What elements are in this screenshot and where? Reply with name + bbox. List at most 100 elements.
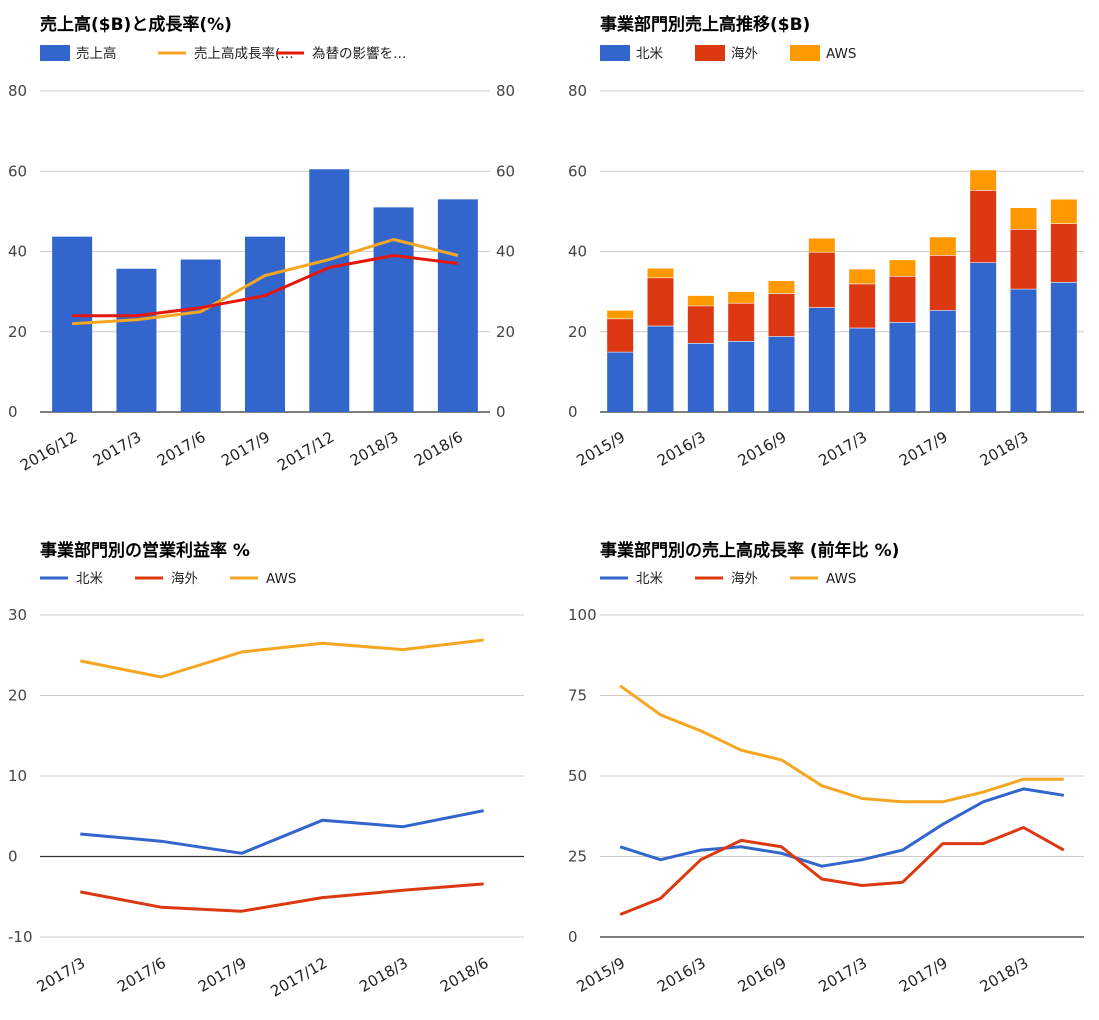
x-tick-label: 2016/9 [735, 428, 790, 470]
bar-海外 [768, 293, 795, 337]
chart-title: 事業部門別の営業利益率 % [40, 540, 250, 561]
bar-北米 [728, 340, 755, 412]
series-line-売上高成長率(… [72, 238, 459, 326]
series-line-AWS [80, 638, 484, 679]
bar-北米 [607, 351, 634, 412]
bar-AWS [1010, 207, 1037, 230]
x-tick-label: 2017/9 [896, 954, 951, 996]
bar-北米 [849, 327, 876, 412]
bar-海外 [728, 302, 755, 341]
y-right-tick-label: 60 [496, 162, 515, 180]
y-tick-label: 30 [8, 606, 27, 624]
legend-label: AWS [826, 571, 856, 587]
legend-label: 海外 [171, 571, 198, 587]
legend: 北米 海外 AWS [600, 571, 856, 587]
bar-売上高 [309, 169, 350, 412]
y-tick-label: 80 [8, 82, 27, 100]
x-tick-label: 2017/12 [274, 428, 337, 475]
x-tick-label: 2017/3 [34, 954, 89, 996]
x-tick-label: 2016/9 [735, 954, 790, 996]
x-tick-label: 2018/3 [977, 954, 1032, 996]
chart-title: 売上高($B)と成長率(%) [40, 14, 232, 35]
bar-AWS [687, 295, 714, 306]
bar-北米 [808, 307, 835, 412]
bar-AWS [889, 259, 916, 276]
legend: 売上高 売上高成長率(… 為替の影響を… [40, 45, 407, 62]
series-line-北米 [619, 787, 1065, 868]
y-tick-label: 80 [568, 82, 587, 100]
y-right-tick-label: 40 [496, 243, 515, 261]
x-tick-label: 2017/12 [267, 954, 330, 1001]
legend-swatch [600, 45, 630, 61]
legend: 北米 海外 AWS [600, 45, 856, 62]
bar-売上高 [116, 268, 157, 412]
y-tick-label: 0 [8, 848, 18, 866]
legend-label: 北米 [636, 46, 664, 62]
y-right-tick-label: 20 [496, 323, 515, 341]
chart-segment-growth-yoy: 事業部門別の売上高成長率 (前年比 %) 北米 海外 AWS 0 25 50 75 100 2… [568, 540, 1084, 996]
y-tick-label: 20 [8, 687, 27, 705]
x-tick-label: 2018/6 [437, 954, 492, 996]
series-line-AWS [619, 684, 1064, 804]
x-tick-label: 2017/6 [114, 954, 169, 996]
bar-海外 [1010, 229, 1037, 289]
series-line-海外 [80, 882, 484, 913]
x-tick-label: 2017/3 [815, 954, 870, 996]
legend-label: AWS [826, 46, 856, 62]
legend-label: 北米 [636, 571, 664, 587]
legend-label: 売上高成長率(… [194, 45, 294, 62]
legend-swatch [695, 45, 725, 61]
x-tick-label: 2018/3 [347, 428, 402, 470]
bar-北米 [687, 342, 714, 412]
y-tick-label: 60 [568, 162, 587, 180]
bar-海外 [849, 283, 876, 328]
bar-海外 [808, 251, 835, 308]
bar-北米 [929, 310, 956, 412]
series-line-海外 [619, 826, 1065, 916]
legend-label: 海外 [731, 571, 759, 587]
bar-AWS [647, 267, 674, 278]
bar-AWS [768, 280, 795, 294]
legend-label: 海外 [731, 46, 759, 62]
x-tick-label: 2017/6 [154, 428, 209, 470]
y-tick-label: 50 [568, 767, 587, 785]
x-tick-label: 2017/9 [195, 954, 250, 996]
x-tick-label: 2015/9 [573, 428, 628, 470]
x-tick-label: 2017/3 [90, 428, 145, 470]
x-tick-label: 2017/9 [218, 428, 273, 470]
x-tick-label: 2016/3 [654, 428, 709, 470]
y-right-tick-label: 80 [496, 82, 515, 100]
bar-売上高 [245, 236, 285, 412]
x-tick-label: 2017/9 [896, 428, 951, 470]
bar-海外 [970, 190, 997, 263]
bar-海外 [607, 318, 634, 352]
y-tick-label: 40 [568, 243, 587, 261]
bar-AWS [970, 169, 997, 191]
y-tick-label: 60 [8, 162, 27, 180]
bar-北米 [647, 325, 674, 412]
x-tick-label: 2018/3 [356, 954, 411, 996]
bar-北米 [970, 262, 997, 412]
y-tick-label: 25 [568, 848, 587, 866]
bar-AWS [929, 236, 956, 256]
x-tick-label: 2016/3 [654, 954, 709, 996]
y-tick-label: 100 [568, 606, 597, 624]
x-tick-label: 2018/3 [977, 428, 1032, 470]
bar-海外 [647, 277, 674, 326]
y-tick-label: 0 [8, 403, 18, 421]
bar-海外 [687, 305, 714, 343]
legend-swatch [40, 45, 70, 61]
bar-AWS [808, 237, 835, 252]
chart-segment-operating-margin: 事業部門別の営業利益率 % 北米 海外 AWS -10 0 10 20 30 2017/3 20… [8, 540, 524, 1001]
x-tick-label: 2017/3 [815, 428, 870, 470]
bar-売上高 [180, 259, 221, 412]
bar-北米 [768, 336, 795, 412]
y-tick-label: 0 [568, 928, 578, 946]
chart-segment-revenue: 事業部門別売上高推移($B) 北米 海外 AWS 0 20 40 60 80 2015/9 20… [568, 14, 1084, 470]
bar-海外 [1050, 223, 1077, 282]
x-tick-label: 2015/9 [573, 954, 628, 996]
chart-title: 事業部門別の売上高成長率 (前年比 %) [600, 540, 899, 561]
y-tick-label: 20 [8, 323, 27, 341]
legend-label: 売上高 [76, 45, 117, 62]
